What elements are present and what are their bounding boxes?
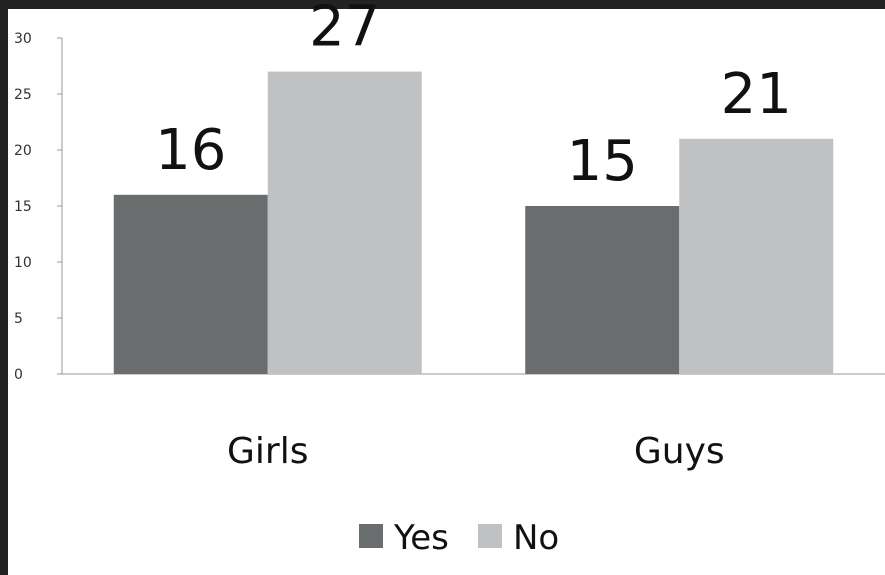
y-axis-ticks: 0 5 10 15 20 25 30 bbox=[14, 31, 62, 383]
category-labels: Girls Guys bbox=[227, 431, 725, 472]
data-label: 15 bbox=[567, 129, 638, 194]
bar-no-girls bbox=[267, 71, 422, 374]
data-labels: 16 27 15 21 bbox=[155, 0, 792, 194]
legend: Yes No bbox=[359, 518, 559, 558]
bar-yes-guys bbox=[525, 206, 680, 374]
data-label: 21 bbox=[721, 62, 792, 127]
bars bbox=[113, 71, 834, 374]
data-label: 27 bbox=[309, 0, 380, 60]
y-tick-label: 0 bbox=[14, 367, 23, 383]
legend-swatch-no bbox=[478, 524, 502, 548]
category-label: Guys bbox=[634, 431, 725, 472]
legend-label-no: No bbox=[513, 518, 559, 558]
y-tick-label: 30 bbox=[14, 31, 32, 47]
category-label: Girls bbox=[227, 431, 308, 472]
data-label: 16 bbox=[155, 118, 226, 183]
bar-yes-girls bbox=[113, 194, 268, 374]
legend-label-yes: Yes bbox=[393, 518, 449, 558]
y-tick-label: 20 bbox=[14, 143, 32, 159]
legend-swatch-yes bbox=[359, 524, 383, 548]
y-tick-label: 10 bbox=[14, 255, 32, 271]
y-tick-label: 25 bbox=[14, 87, 32, 103]
y-tick-label: 15 bbox=[14, 199, 32, 215]
bar-no-guys bbox=[679, 138, 834, 374]
y-tick-label: 5 bbox=[14, 311, 23, 327]
